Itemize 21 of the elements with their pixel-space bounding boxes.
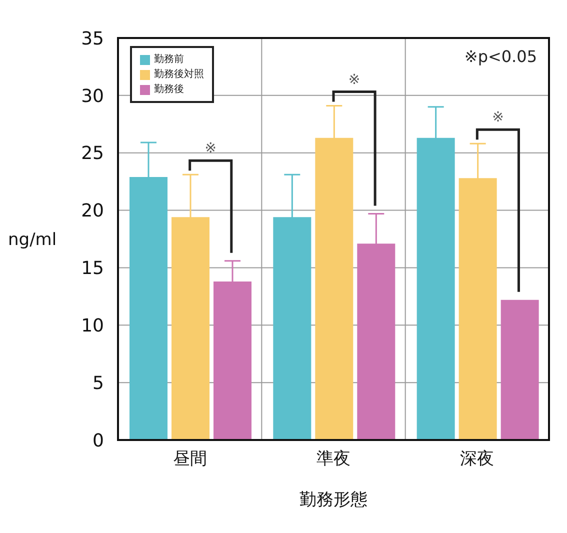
y-tick-label: 30 [81,86,104,107]
annotation: ※ [348,72,360,88]
x-tick-label: 準夜 [316,449,350,470]
legend-label: 勤務後 [154,82,184,97]
y-tick-label: 25 [81,143,104,164]
annotation: ※p<0.05 [464,47,537,66]
annotation: ※ [492,110,504,126]
y-tick-label: 20 [81,200,104,222]
y-axis-title: ng/ml [8,230,57,250]
bar [500,300,539,440]
x-tick-label: 深夜 [460,449,494,470]
y-tick-label: 5 [92,372,104,394]
y-tick-label: 35 [81,28,104,50]
y-tick-label: 15 [81,258,104,280]
y-tick-label: 10 [81,316,104,337]
y-tick-label: 0 [92,430,104,452]
x-axis-title: 勤務形態 [300,490,368,510]
x-tick-label: 昼間 [172,449,207,470]
legend-label: 勤務前 [154,52,184,67]
legend-label: 勤務後対照 [154,68,204,82]
annotation: ※ [204,140,216,157]
